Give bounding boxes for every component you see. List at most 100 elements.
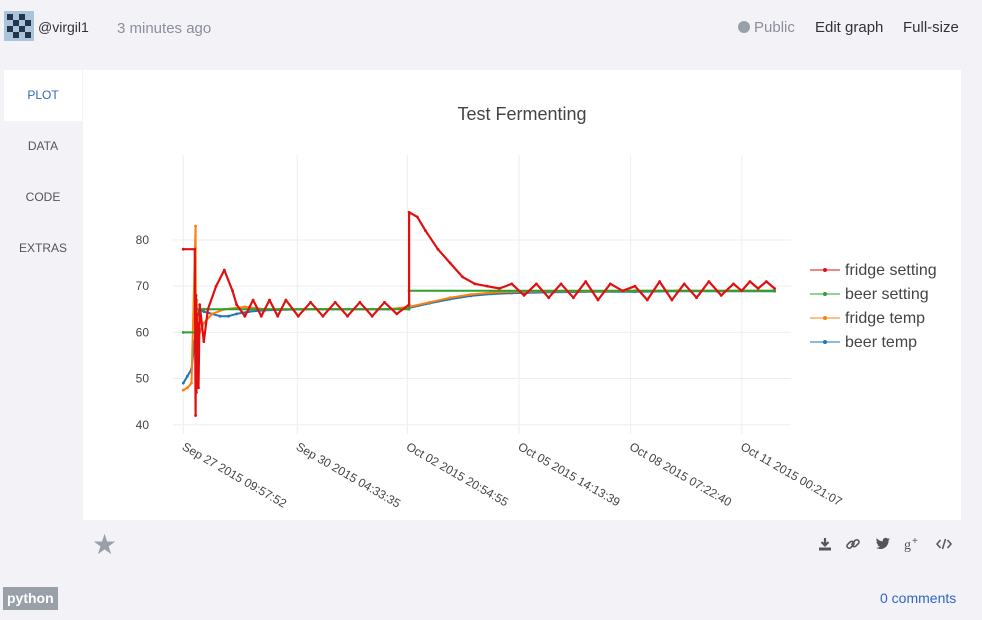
star-icon[interactable]: ★: [92, 529, 118, 560]
data-point[interactable]: [296, 314, 300, 318]
data-point[interactable]: [670, 298, 674, 302]
data-point[interactable]: [333, 300, 337, 304]
data-point[interactable]: [202, 310, 206, 313]
data-point[interactable]: [193, 340, 197, 343]
series-line-fridge-setting[interactable]: [183, 211, 776, 417]
data-point[interactable]: [181, 381, 185, 385]
data-point[interactable]: [596, 298, 600, 302]
google-plus-icon[interactable]: g +: [904, 536, 922, 557]
legend-item[interactable]: beer setting: [810, 286, 929, 303]
data-point[interactable]: [185, 374, 189, 378]
data-point[interactable]: [202, 307, 206, 311]
data-point[interactable]: [415, 215, 419, 219]
data-point[interactable]: [535, 282, 538, 286]
data-point[interactable]: [214, 284, 218, 288]
data-point[interactable]: [407, 210, 411, 214]
tab-extras[interactable]: EXTRAS: [18, 241, 67, 255]
data-point[interactable]: [276, 314, 280, 318]
data-point[interactable]: [498, 287, 501, 290]
data-point[interactable]: [181, 388, 185, 392]
full-size-link[interactable]: Full-size: [903, 19, 959, 36]
data-point[interactable]: [243, 314, 247, 318]
data-point[interactable]: [196, 321, 200, 325]
data-point[interactable]: [436, 247, 440, 251]
line-chart[interactable]: 40 50 60 70 80 Sep 27 2015 09:57:52 Sep 30 20…: [83, 70, 961, 520]
data-point[interactable]: [259, 314, 263, 318]
data-point[interactable]: [428, 300, 432, 304]
data-point[interactable]: [748, 280, 752, 283]
download-icon[interactable]: [818, 537, 832, 556]
data-point[interactable]: [243, 305, 247, 309]
data-point[interactable]: [395, 312, 399, 316]
data-point[interactable]: [251, 298, 255, 302]
data-point[interactable]: [559, 282, 563, 286]
data-point[interactable]: [719, 294, 723, 297]
data-point[interactable]: [195, 391, 198, 394]
data-point[interactable]: [547, 296, 551, 300]
data-point[interactable]: [195, 312, 199, 316]
data-point[interactable]: [284, 298, 288, 302]
data-point[interactable]: [510, 282, 514, 286]
link-icon[interactable]: [845, 536, 861, 557]
tab-data[interactable]: DATA: [27, 139, 59, 153]
data-point[interactable]: [473, 282, 477, 286]
data-point[interactable]: [202, 340, 206, 343]
twitter-icon[interactable]: [875, 537, 891, 556]
data-point[interactable]: [489, 291, 493, 295]
edit-graph-link[interactable]: Edit graph: [815, 19, 884, 36]
data-point[interactable]: [469, 293, 473, 296]
tab-plot[interactable]: PLOT: [4, 70, 82, 121]
data-point[interactable]: [645, 298, 649, 302]
data-point[interactable]: [309, 300, 312, 304]
data-point[interactable]: [321, 314, 325, 318]
data-point[interactable]: [218, 314, 222, 318]
data-point[interactable]: [268, 298, 271, 302]
data-point[interactable]: [522, 294, 526, 297]
data-point[interactable]: [206, 307, 210, 311]
data-point[interactable]: [198, 303, 202, 307]
data-point[interactable]: [358, 300, 362, 304]
data-point[interactable]: [740, 289, 744, 293]
data-point[interactable]: [695, 296, 698, 300]
data-point[interactable]: [407, 307, 411, 311]
data-point[interactable]: [424, 229, 427, 233]
series-line-beer-setting[interactable]: [183, 289, 775, 334]
data-point[interactable]: [773, 289, 776, 293]
embed-icon[interactable]: [935, 537, 952, 556]
username-link[interactable]: @virgil1: [38, 19, 89, 35]
data-point[interactable]: [732, 282, 735, 286]
data-point[interactable]: [370, 314, 374, 318]
comments-link[interactable]: 0 comments: [880, 590, 957, 606]
legend-item[interactable]: fridge temp: [810, 310, 925, 327]
data-point[interactable]: [756, 287, 760, 290]
data-point[interactable]: [764, 280, 768, 283]
data-point[interactable]: [461, 275, 464, 279]
data-point[interactable]: [181, 247, 185, 251]
data-point[interactable]: [194, 414, 197, 417]
data-point[interactable]: [584, 280, 588, 283]
series-line-fridge-temp[interactable]: [182, 225, 775, 391]
data-point[interactable]: [193, 247, 197, 251]
tab-code[interactable]: CODE: [25, 190, 61, 204]
data-point[interactable]: [658, 280, 661, 283]
data-point[interactable]: [383, 300, 386, 304]
data-point[interactable]: [210, 312, 214, 316]
data-point[interactable]: [485, 284, 489, 288]
data-point[interactable]: [448, 261, 452, 265]
data-point[interactable]: [608, 282, 612, 286]
legend-item[interactable]: beer temp: [810, 334, 917, 351]
data-point[interactable]: [682, 282, 686, 286]
data-point[interactable]: [202, 321, 206, 325]
data-point[interactable]: [181, 330, 185, 334]
data-point[interactable]: [448, 296, 452, 300]
data-point[interactable]: [633, 284, 637, 288]
data-point[interactable]: [185, 386, 189, 390]
data-point[interactable]: [194, 294, 198, 297]
avatar[interactable]: [4, 11, 34, 41]
data-point[interactable]: [773, 287, 776, 290]
data-point[interactable]: [222, 268, 226, 272]
language-tag[interactable]: python: [3, 587, 58, 610]
data-point[interactable]: [197, 386, 200, 390]
data-point[interactable]: [231, 289, 234, 293]
data-point[interactable]: [194, 224, 197, 228]
